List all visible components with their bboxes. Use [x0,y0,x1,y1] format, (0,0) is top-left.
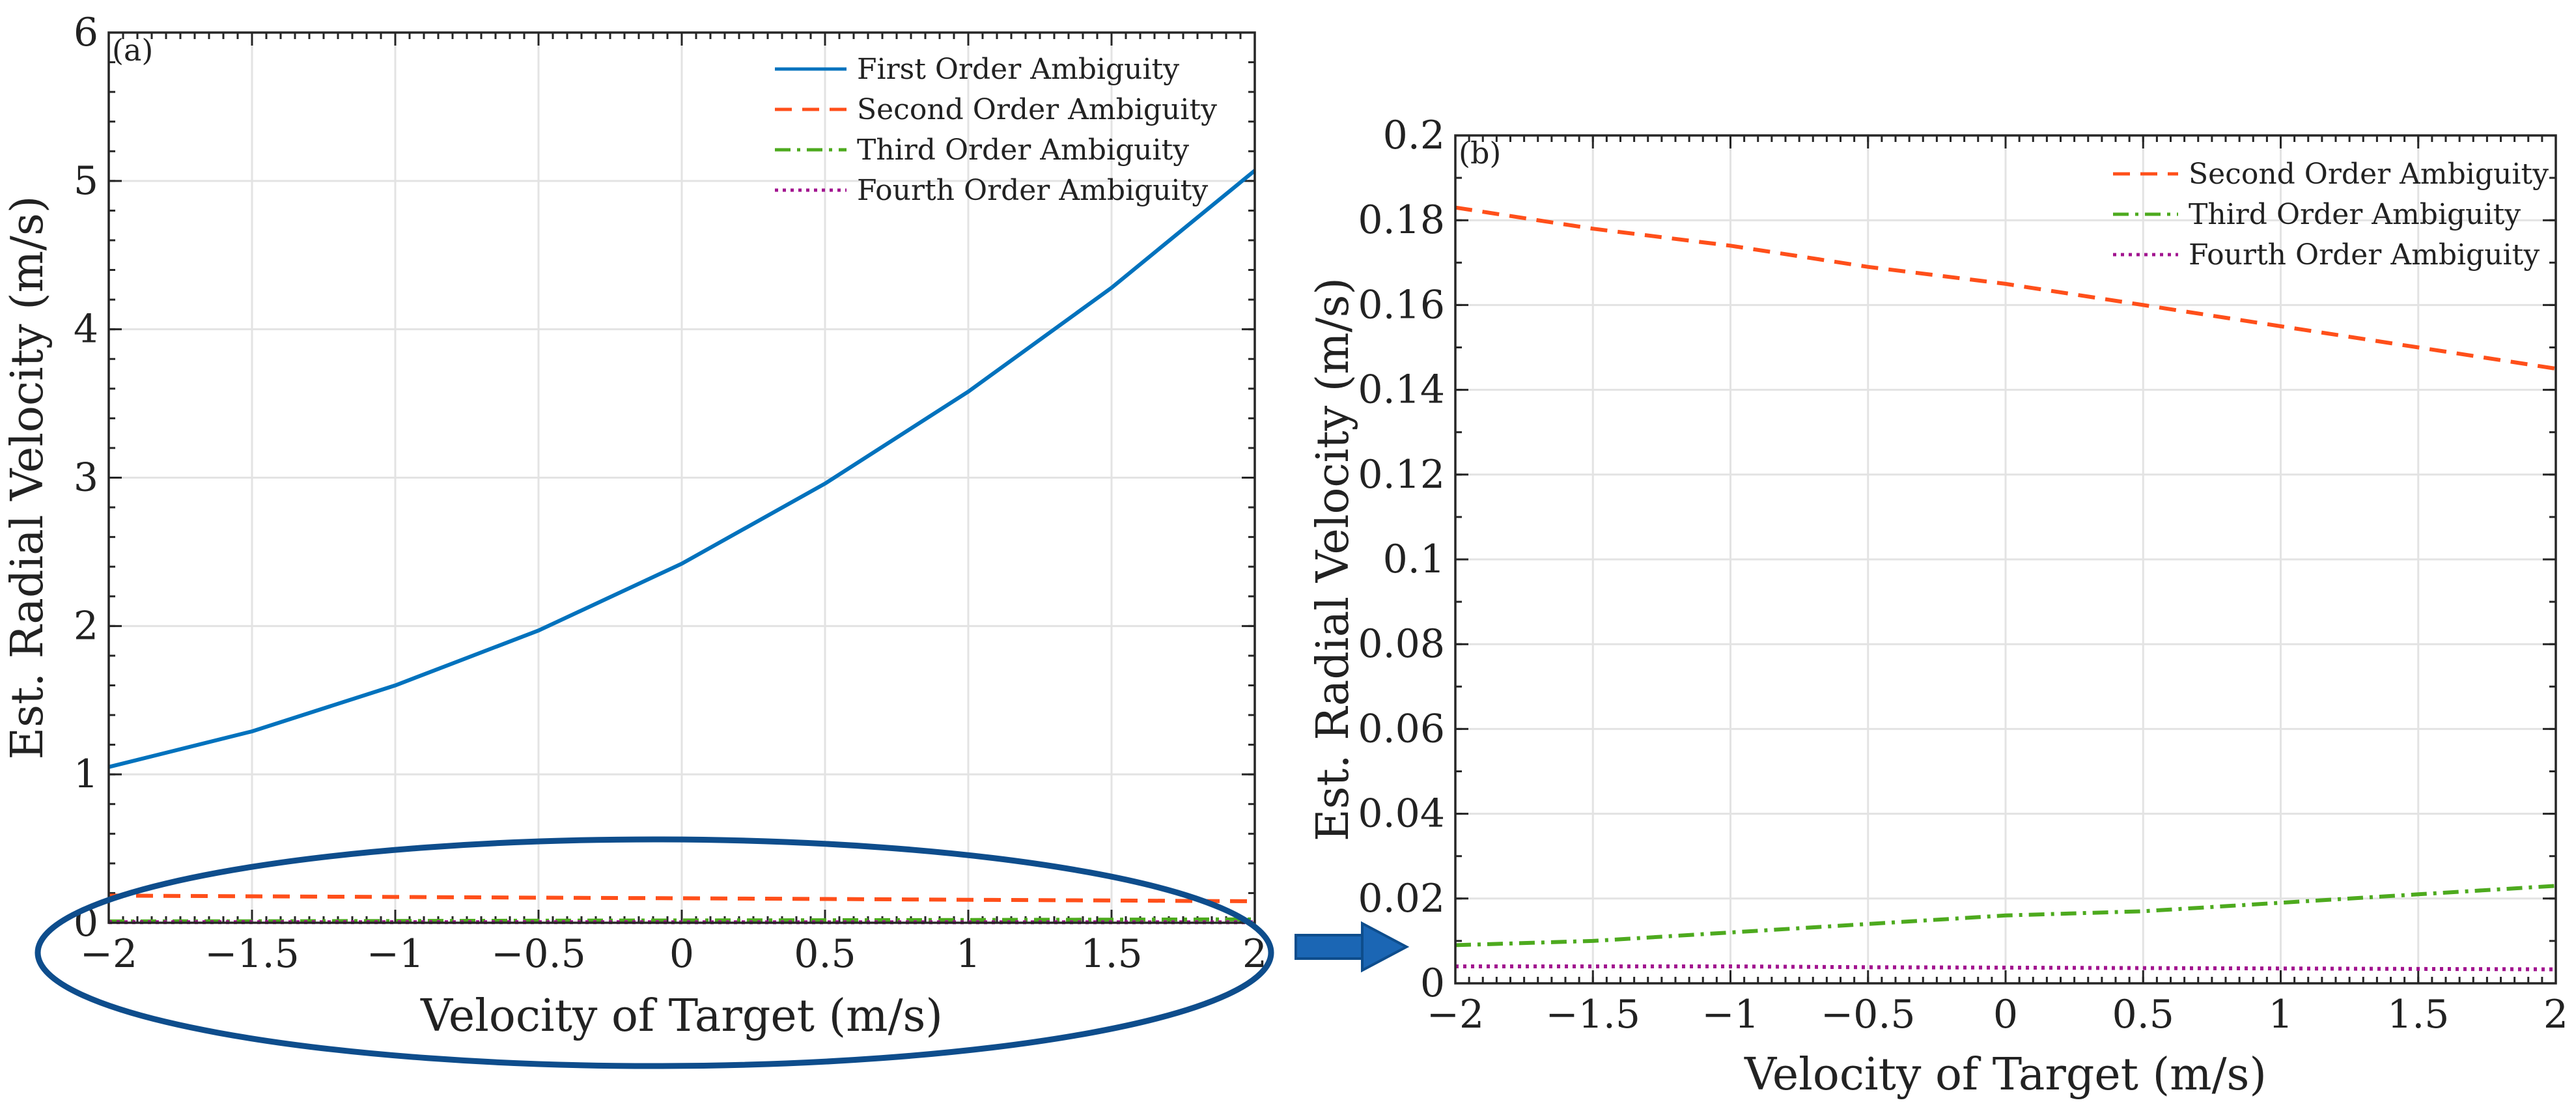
a-x-tick-label: −2 [80,931,137,977]
b-y-axis-label: Est. Radial Velocity (m/s) [1308,277,1359,841]
b-series-line-2 [1455,884,2556,948]
a-y-tick-label: 5 [74,158,98,204]
a-legend-label: First Order Ambiguity [857,53,1179,86]
b-y-tick-label: 0.14 [1358,367,1445,413]
a-legend-label: Second Order Ambiguity [857,93,1217,126]
b-legend-label: Fourth Order Ambiguity [2189,238,2540,272]
a-y-tick-label: 6 [74,10,98,55]
a-x-tick-label: 1 [956,931,981,977]
a-x-tick-label: −1 [367,931,424,977]
b-y-tick-label: 0.04 [1358,791,1445,837]
b-y-tick-label: 0.12 [1358,452,1445,498]
b-y-tick-label: 0.06 [1358,706,1445,751]
a-legend-label: Fourth Order Ambiguity [857,174,1208,207]
zoom-arrow-icon [1295,921,1410,973]
b-x-tick-label: 0 [1993,992,2018,1037]
a-y-tick-label: 3 [74,455,98,501]
b-y-tick-label: 0.2 [1383,113,1445,158]
b-panel-tag: (b) [1459,135,1501,171]
b-axes-frame [1454,134,2557,985]
b-legend-label: Third Order Ambiguity [2189,198,2521,231]
b-x-tick-label: −2 [1427,992,1484,1037]
b-y-tick-label: 0.08 [1358,621,1445,667]
zoom-highlight-ellipse [35,836,1274,1069]
panel-b-chart: −2 −1.5 −1 −0.5 0 0.5 1 1.5 2 0 0.02 0.04 0.06 0.08 0.… [1308,113,2568,1101]
a-x-tick-label: 0.5 [794,931,856,977]
b-x-tick-label: 0.5 [2112,992,2174,1037]
a-x-tick-label: 1.5 [1080,931,1142,977]
a-x-tick-label: 0 [669,931,694,977]
b-y-tick-label: 0.16 [1358,282,1445,328]
b-x-tick-label: −1.5 [1545,992,1640,1037]
a-y-tick-label: 2 [74,603,98,649]
a-y-axis-label: Est. Radial Velocity (m/s) [2,196,53,760]
b-x-tick-label: 1 [2268,992,2293,1037]
b-x-axis-label: Velocity of Target (m/s) [1744,1049,2267,1101]
a-x-tick-label: −0.5 [491,931,586,977]
a-x-tick-label: −1.5 [204,931,300,977]
a-legend: First Order Ambiguity Second Order Ambigu… [775,53,1217,207]
a-series-line-1 [108,169,1256,769]
a-legend-label: Third Order Ambiguity [857,133,1189,167]
b-x-tick-label: −0.5 [1821,992,1916,1037]
a-panel-tag: (a) [112,33,153,68]
b-x-tick-label: 1.5 [2387,992,2449,1037]
b-x-tick-label: −1 [1701,992,1759,1037]
b-series-line-1 [1455,205,2556,371]
b-x-tick-label: 2 [2543,992,2568,1037]
a-y-tick-label: 1 [74,751,98,797]
b-y-tick-label: 0 [1420,961,1445,1006]
b-y-tick-label: 0.1 [1383,537,1445,582]
b-y-tick-label: 0.02 [1358,876,1445,921]
b-y-tick-label: 0.18 [1358,197,1445,243]
b-series-line-3 [1455,964,2556,972]
b-legend-label: Second Order Ambiguity [2189,158,2549,191]
b-legend: Second Order Ambiguity Third Order Ambigu… [2113,158,2549,272]
a-x-axis-label: Velocity of Target (m/s) [420,990,943,1042]
a-y-tick-label: 4 [74,307,98,352]
a-axes-frame [107,31,1256,924]
